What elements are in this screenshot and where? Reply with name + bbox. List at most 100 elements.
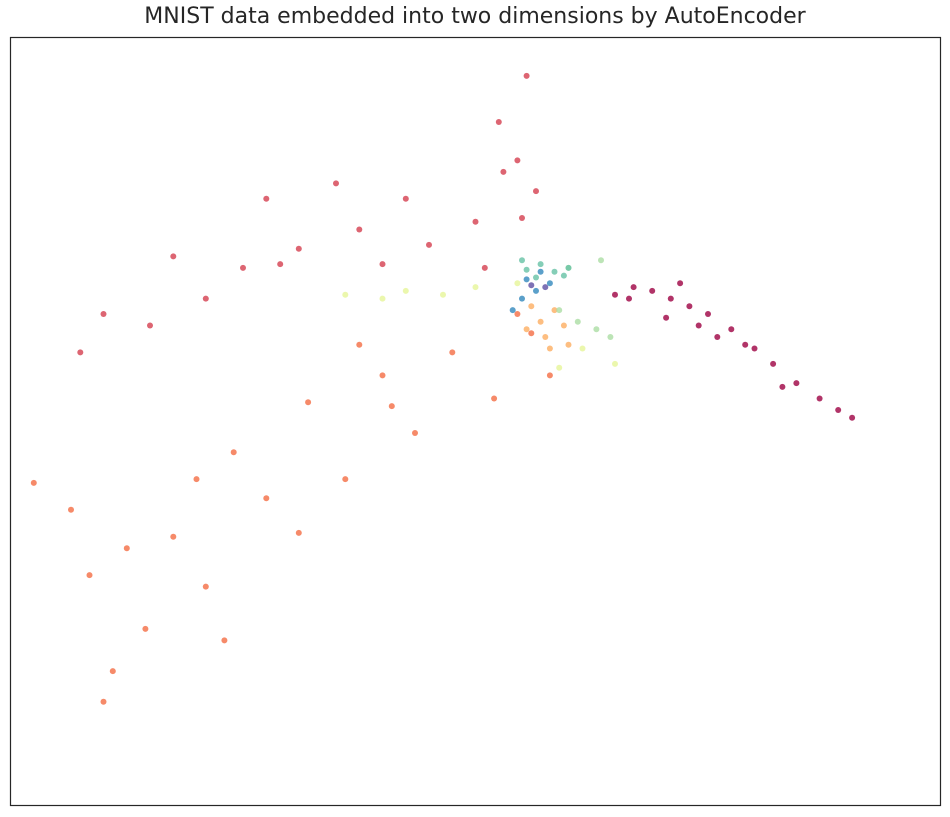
data-point-s6-1	[537, 261, 544, 268]
data-point-s1-18	[202, 295, 209, 302]
data-point-s0-16	[849, 414, 856, 421]
data-point-s3-2	[551, 307, 558, 314]
data-point-s1-7	[495, 119, 502, 125]
data-point-s7-1	[533, 287, 539, 294]
data-point-s1-4	[514, 157, 521, 164]
data-point-s0-2	[667, 295, 674, 302]
data-point-s1-13	[147, 322, 153, 329]
data-point-s0-14	[779, 383, 786, 390]
data-point-s0-7	[751, 345, 758, 352]
data-point-s3-7	[565, 341, 572, 348]
data-point-s4-8	[556, 364, 563, 371]
data-point-s6-6	[519, 257, 525, 264]
data-point-s0-10	[816, 395, 823, 402]
data-point-s2-18	[123, 545, 130, 552]
data-point-s2-13	[491, 395, 498, 402]
data-point-s2-15	[546, 372, 553, 379]
data-point-s4-6	[612, 360, 618, 367]
data-point-s2-8	[305, 399, 312, 406]
data-point-s4-7	[579, 345, 586, 352]
chart-title: MNIST data embedded into two dimensions …	[144, 4, 806, 29]
data-point-s1-12	[77, 349, 84, 356]
data-point-s2-20	[388, 403, 395, 410]
data-point-s6-5	[560, 272, 567, 279]
data-point-s5-5	[598, 257, 604, 264]
data-point-s1-15	[379, 261, 386, 268]
data-point-s1-2	[402, 195, 409, 202]
data-point-s2-23	[30, 479, 37, 486]
data-point-s2-9	[342, 476, 349, 483]
data-point-s2-10	[379, 372, 386, 379]
data-point-s2-12	[449, 349, 456, 356]
data-point-s1-6	[523, 72, 530, 79]
data-point-s2-14	[528, 330, 535, 337]
data-point-s1-17	[533, 188, 539, 195]
data-point-s2-6	[230, 449, 237, 456]
data-point-s3-1	[537, 318, 544, 325]
data-point-s1-16	[500, 168, 507, 175]
data-point-s3-5	[523, 326, 530, 333]
data-point-s4-2	[472, 284, 479, 291]
data-point-s0-1	[630, 284, 637, 291]
data-point-s2-16	[193, 476, 200, 483]
plot-frame	[9, 36, 942, 807]
data-point-s1-5	[519, 215, 525, 221]
data-point-s2-24	[100, 698, 107, 705]
data-point-s0-3	[686, 303, 693, 310]
data-point-s5-0	[556, 307, 563, 314]
data-point-s0-18	[677, 280, 684, 287]
data-point-s8-1	[542, 284, 549, 291]
data-point-s4-1	[402, 287, 409, 294]
data-point-s1-14	[295, 245, 302, 252]
data-points	[30, 72, 856, 705]
data-point-s0-8	[770, 360, 777, 367]
data-point-s4-4	[379, 295, 386, 302]
data-point-s2-2	[109, 668, 116, 675]
data-point-s8-0	[528, 282, 535, 289]
data-point-s2-22	[356, 341, 363, 348]
data-point-s1-9	[240, 264, 246, 271]
data-point-s1-3	[472, 218, 479, 225]
data-point-s5-3	[607, 334, 614, 340]
data-point-s7-5	[537, 268, 544, 275]
data-point-s0-17	[742, 341, 749, 348]
data-point-s0-6	[728, 326, 735, 333]
data-point-s1-10	[170, 253, 177, 260]
data-point-s0-12	[663, 314, 670, 321]
data-point-s0-11	[714, 334, 721, 340]
data-point-s2-1	[86, 572, 93, 579]
data-point-s6-0	[523, 266, 530, 273]
data-point-s5-1	[574, 318, 581, 325]
data-point-s1-11	[100, 311, 107, 317]
data-point-s2-3	[142, 625, 149, 632]
data-point-s1-8	[356, 226, 363, 233]
data-point-s7-4	[509, 307, 516, 314]
data-point-s5-2	[593, 326, 600, 333]
data-point-s2-0	[68, 506, 74, 513]
data-point-s2-19	[295, 529, 302, 536]
data-point-s2-5	[202, 583, 209, 590]
data-point-s4-5	[440, 291, 446, 298]
data-point-s3-4	[560, 322, 567, 329]
data-point-s7-3	[519, 295, 525, 302]
data-point-s0-13	[695, 322, 702, 329]
data-point-s1-20	[481, 264, 488, 271]
data-point-s1-21	[277, 261, 284, 268]
data-point-s3-0	[528, 303, 535, 310]
data-point-s6-2	[551, 268, 558, 275]
data-point-s2-21	[514, 311, 521, 317]
data-point-s2-7	[263, 495, 270, 502]
data-point-s1-1	[333, 180, 339, 187]
data-point-s2-17	[221, 637, 228, 644]
data-point-s3-3	[542, 334, 549, 340]
data-point-s0-5	[626, 295, 632, 302]
data-point-s1-0	[263, 195, 270, 202]
data-point-s7-0	[523, 276, 530, 283]
data-point-s7-2	[546, 280, 553, 287]
data-point-s2-11	[412, 430, 418, 436]
data-point-s0-19	[612, 291, 618, 298]
data-point-s0-15	[835, 407, 842, 413]
data-point-s3-6	[546, 345, 553, 352]
data-point-s0-0	[649, 287, 656, 294]
